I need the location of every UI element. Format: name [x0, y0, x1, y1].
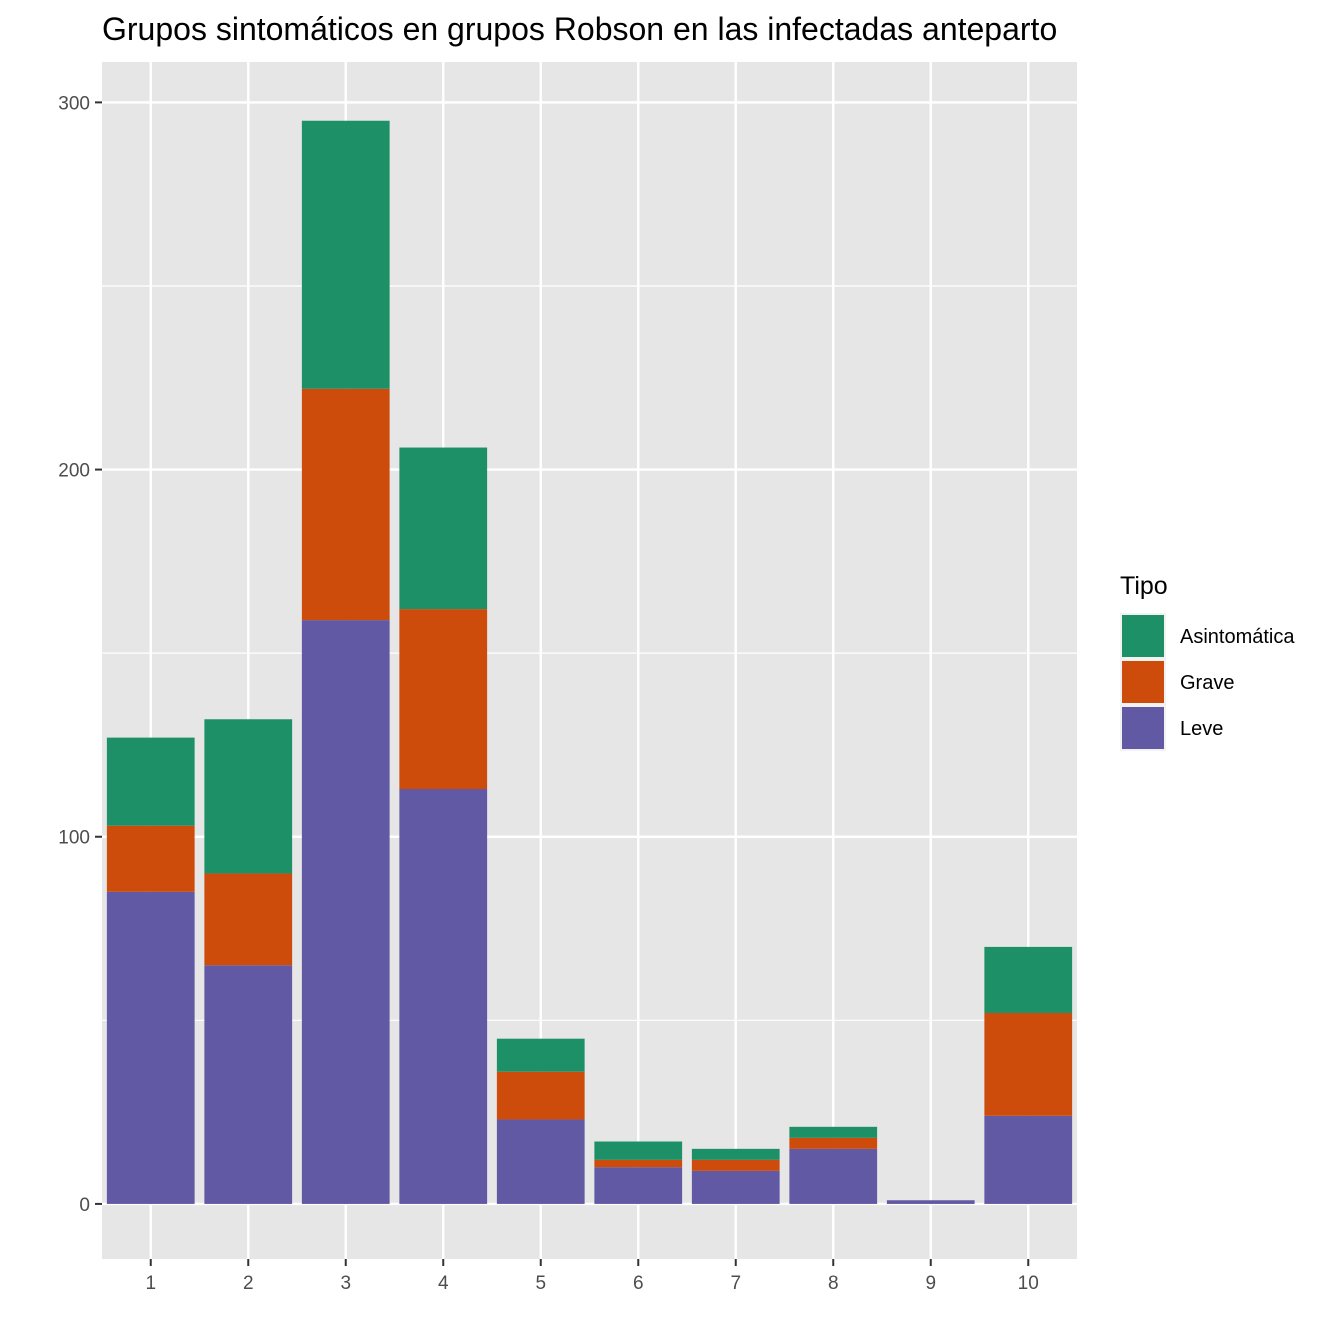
x-tick-label: 1	[145, 1273, 156, 1294]
x-tick-label: 7	[730, 1273, 741, 1294]
bar-leve-4	[399, 789, 488, 1204]
bar-leve-7	[691, 1170, 780, 1204]
bar-asintomatica-10	[984, 946, 1073, 1013]
legend: Tipo Asintomática Grave Leve	[1120, 572, 1295, 751]
bar-grave-7	[691, 1159, 780, 1171]
bar-leve-9	[886, 1200, 975, 1204]
bars	[106, 120, 1073, 1204]
bar-leve-5	[496, 1119, 585, 1204]
y-tick-label: 300	[58, 93, 90, 114]
x-tick-label: 8	[828, 1273, 839, 1294]
x-tick-label: 3	[340, 1273, 351, 1294]
axes: 0 100 200 300 1 2 3 4 5 6 7 8 9 10	[58, 93, 1039, 1294]
bar-grave-10	[984, 1012, 1073, 1116]
bar-grave-6	[594, 1159, 683, 1168]
legend-swatch-asintomatica	[1122, 615, 1164, 657]
bar-grave-2	[204, 873, 293, 966]
x-tick-label: 10	[1018, 1273, 1039, 1294]
x-tick-label: 9	[925, 1273, 936, 1294]
y-tick-label: 200	[58, 461, 90, 482]
legend-label-leve: Leve	[1180, 718, 1223, 740]
x-tick-label: 5	[535, 1273, 546, 1294]
bar-asintomatica-1	[106, 737, 195, 826]
bar-leve-2	[204, 965, 293, 1204]
bar-grave-8	[789, 1137, 878, 1149]
legend-label-asintomatica: Asintomática	[1180, 626, 1295, 648]
bar-grave-1	[106, 825, 195, 892]
bar-asintomatica-7	[691, 1148, 780, 1160]
x-tick-label: 6	[633, 1273, 644, 1294]
y-tick-label: 0	[79, 1195, 90, 1216]
bar-leve-6	[594, 1167, 683, 1204]
bar-asintomatica-4	[399, 447, 488, 610]
bar-asintomatica-6	[594, 1141, 683, 1160]
legend-swatch-grave	[1122, 661, 1164, 703]
bar-leve-10	[984, 1115, 1073, 1204]
legend-swatch-leve	[1122, 707, 1164, 749]
bar-grave-4	[399, 609, 488, 790]
x-tick-label: 4	[438, 1273, 449, 1294]
chart-title: Grupos sintomáticos en grupos Robson en …	[102, 11, 1057, 47]
bar-asintomatica-3	[301, 120, 390, 389]
bar-leve-3	[301, 620, 390, 1204]
bar-grave-3	[301, 388, 390, 621]
y-tick-label: 100	[58, 828, 90, 849]
bar-leve-1	[106, 891, 195, 1204]
bar-leve-8	[789, 1148, 878, 1204]
legend-label-grave: Grave	[1180, 672, 1234, 694]
bar-asintomatica-8	[789, 1126, 878, 1138]
x-tick-label: 2	[243, 1273, 254, 1294]
bar-asintomatica-5	[496, 1038, 585, 1072]
bar-grave-5	[496, 1071, 585, 1120]
bar-asintomatica-2	[204, 719, 293, 874]
legend-title: Tipo	[1120, 572, 1168, 600]
